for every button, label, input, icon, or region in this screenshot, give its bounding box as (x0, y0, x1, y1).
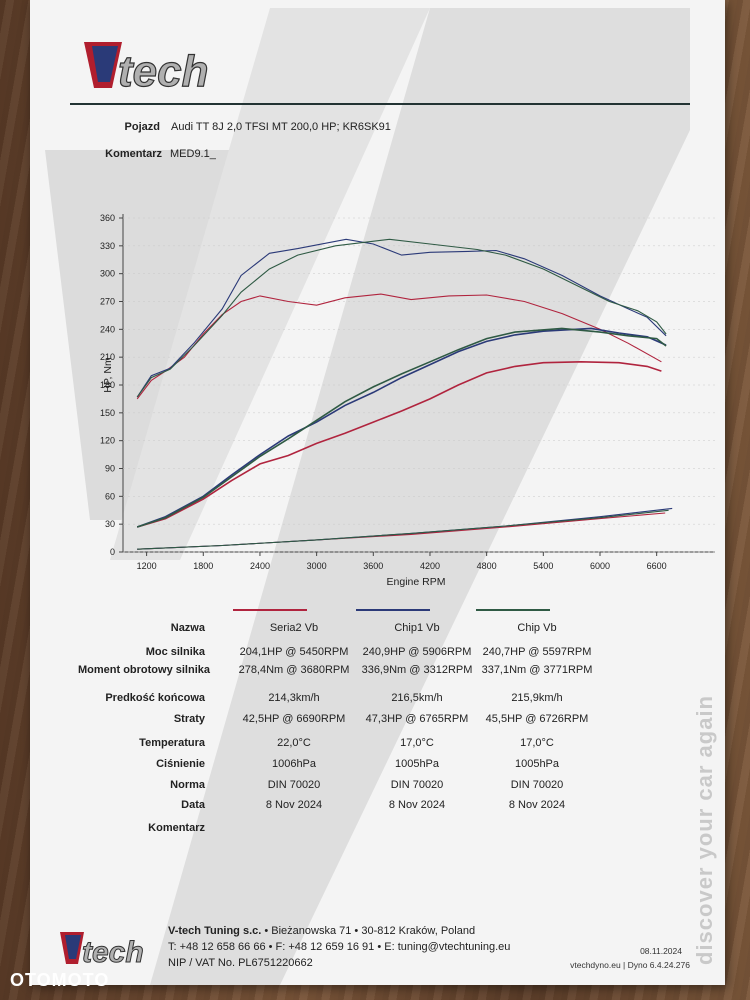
x-tick-label: 1200 (137, 561, 157, 571)
row-label: Nazwa (170, 622, 205, 634)
comment-value: MED9.1_ (170, 148, 216, 160)
x-tick-label: 3600 (363, 561, 383, 571)
table-cell: 45,5HP @ 6726RPM (485, 713, 589, 725)
svg-text:tech: tech (82, 936, 144, 969)
x-tick-label: 2400 (250, 561, 270, 571)
series-line-chip1-torque (136, 238, 667, 398)
y-tick-label: 180 (100, 380, 115, 390)
series-line-chip1-losses (137, 507, 673, 550)
series-line-chipvb-power (136, 327, 667, 528)
table-cell: 215,9km/h (511, 692, 563, 704)
row-label: Moc silnika (145, 646, 205, 658)
y-tick-label: 300 (100, 269, 115, 279)
column-header: Seria2 Vb (269, 622, 319, 634)
table-cell: 17,0°C (400, 737, 434, 749)
series-line-seria2-torque (136, 293, 662, 400)
vehicle-label: Pojazd (124, 121, 160, 133)
table-cell: 8 Nov 2024 (265, 799, 323, 811)
x-tick-label: 1800 (193, 561, 213, 571)
x-tick-label: 6000 (590, 561, 610, 571)
comment-label: Komentarz (105, 148, 162, 160)
y-tick-label: 90 (105, 464, 115, 474)
legend-line-seria2 (233, 609, 307, 611)
x-tick-label: 3000 (307, 561, 327, 571)
footer-contact-line: T: +48 12 658 66 66 • F: +48 12 659 16 9… (168, 941, 511, 953)
table-cell: 1006hPa (271, 758, 317, 770)
table-cell: DIN 70020 (510, 779, 564, 791)
footer-nip-line: NIP / VAT No. PL6751220662 (168, 957, 313, 969)
footer-dyno-version: vtechdyno.eu | Dyno 6.4.24.276 (570, 960, 690, 970)
header-rule (70, 103, 690, 105)
table-cell: 17,0°C (520, 737, 554, 749)
table-cell: 214,3km/h (268, 692, 320, 704)
dyno-sheet: tech Pojazd Audi TT 8J 2,0 TFSI MT 200,0… (30, 0, 725, 985)
column-header: Chip1 Vb (394, 622, 440, 634)
table-cell: 1005hPa (514, 758, 560, 770)
column-header: Chip Vb (517, 622, 557, 634)
footer-logo: tech (60, 932, 144, 970)
table-cell: 336,9Nm @ 3312RPM (361, 664, 473, 676)
table-cell: 8 Nov 2024 (508, 799, 566, 811)
vehicle-value: Audi TT 8J 2,0 TFSI MT 200,0 HP; KR6SK91 (171, 121, 391, 133)
dyno-chart: 0 30 60 90 120 150 180 210 240 270 300 330 360 1200 18… (100, 213, 715, 588)
row-label: Data (181, 799, 205, 811)
row-label: Norma (170, 779, 205, 791)
series-line-chipvb-torque (136, 238, 667, 398)
table-cell: DIN 70020 (267, 779, 321, 791)
row-label: Komentarz (148, 822, 205, 834)
table-cell: DIN 70020 (390, 779, 444, 791)
legend-line-chip1 (356, 609, 430, 611)
y-axis-title: HP, Nm (102, 357, 114, 393)
legend-line-chipvb (476, 609, 550, 611)
table-cell: 1005hPa (394, 758, 440, 770)
row-label: Ciśnienie (156, 758, 205, 770)
y-tick-label: 270 (100, 297, 115, 307)
y-tick-label: 30 (105, 519, 115, 529)
footer-address-line: V-tech Tuning s.c. • Bieżanowska 71 • 30… (168, 925, 475, 937)
table-cell: 240,7HP @ 5597RPM (482, 646, 592, 658)
y-tick-label: 210 (100, 352, 115, 362)
y-tick-label: 360 (100, 213, 115, 223)
x-tick-label: 4200 (420, 561, 440, 571)
y-tick-label: 60 (105, 491, 115, 501)
series-line-seria2-power (136, 360, 662, 528)
otomoto-watermark: OTOMOTO (10, 970, 110, 990)
y-tick-label: 240 (100, 324, 115, 334)
footer-date: 08.11.2024 (640, 946, 682, 956)
row-label: Moment obrotowy silnika (77, 664, 210, 676)
table-cell: 278,4Nm @ 3680RPM (238, 664, 350, 676)
series-line-chipvb-losses (137, 509, 669, 550)
svg-text:tech: tech (118, 47, 208, 96)
row-label: Straty (173, 713, 205, 725)
company-address: • Bieżanowska 71 • 30-812 Kraków, Poland (261, 925, 476, 937)
y-tick-label: 330 (100, 241, 115, 251)
table-cell: 240,9HP @ 5906RPM (362, 646, 472, 658)
y-tick-label: 150 (100, 408, 115, 418)
table-cell: 216,5km/h (391, 692, 443, 704)
table-cell: 42,5HP @ 6690RPM (242, 713, 346, 725)
table-cell: 204,1HP @ 5450RPM (239, 646, 349, 658)
table-cell: 47,3HP @ 6765RPM (365, 713, 469, 725)
x-tick-label: 6600 (647, 561, 667, 571)
x-axis-title: Engine RPM (387, 576, 446, 588)
table-cell: 8 Nov 2024 (388, 799, 446, 811)
x-tick-label: 4800 (477, 561, 497, 571)
table-cell: 22,0°C (277, 737, 311, 749)
slogan-vertical: discover your car again (692, 695, 717, 965)
series-line-chip1-power (136, 327, 667, 528)
vtech-logo: tech (84, 42, 209, 97)
table-cell: 337,1Nm @ 3771RPM (481, 664, 593, 676)
company-name: V-tech Tuning s.c. (168, 925, 262, 937)
y-tick-label: 0 (110, 547, 115, 557)
row-label: Temperatura (139, 737, 205, 749)
x-tick-label: 5400 (533, 561, 553, 571)
y-tick-label: 120 (100, 436, 115, 446)
row-label: Predkość końcowa (105, 692, 205, 704)
